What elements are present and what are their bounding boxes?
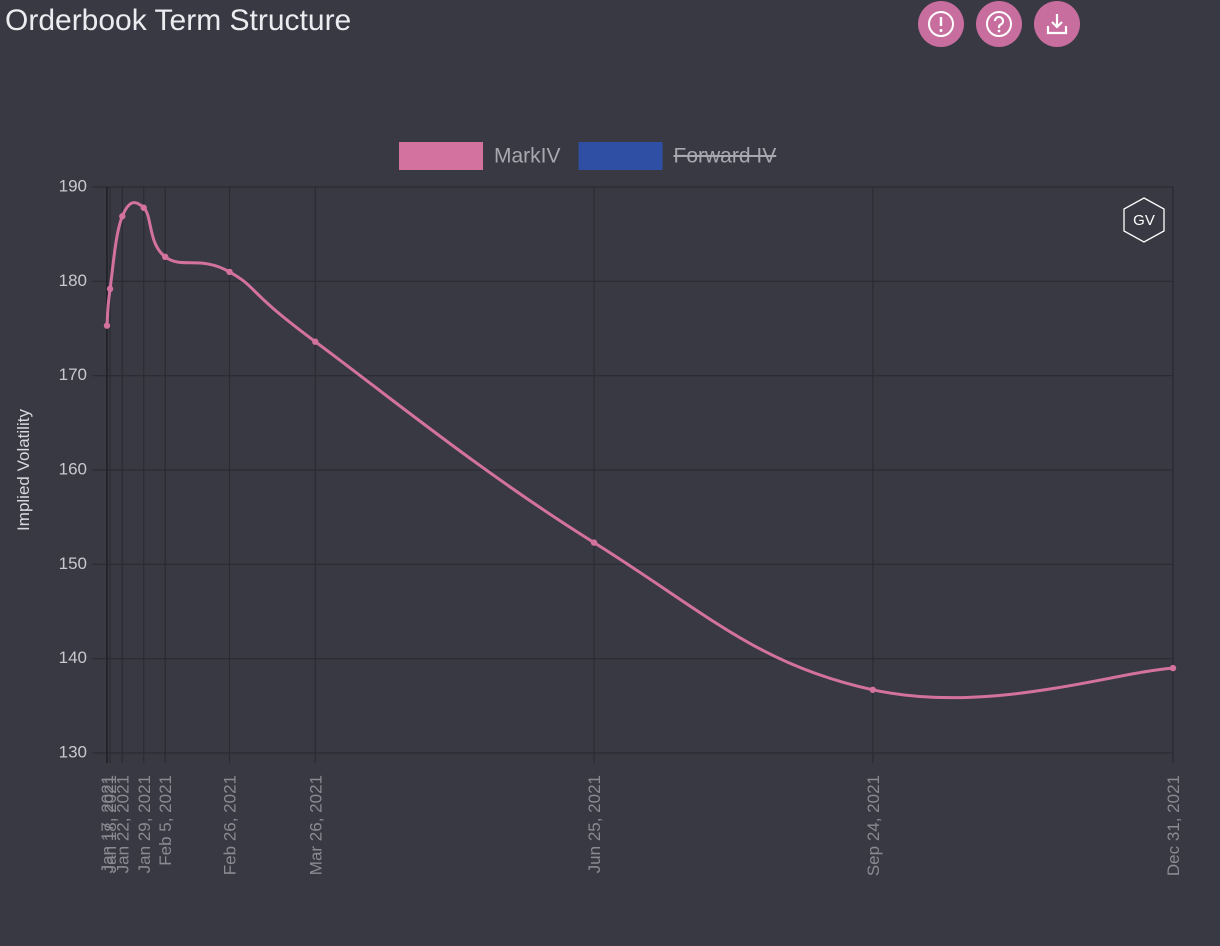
data-point <box>226 268 233 276</box>
data-point <box>869 686 877 693</box>
y-tick-label: 170 <box>59 365 87 384</box>
help-button[interactable] <box>976 1 1022 47</box>
data-point <box>119 213 126 220</box>
x-tick-label: Jan 17, 2021 <box>98 775 117 873</box>
y-tick-label: 140 <box>59 648 87 667</box>
legend-swatch <box>399 142 483 170</box>
x-tick-label: Jun 25, 2021 <box>585 775 604 873</box>
watermark-text: GV <box>1133 212 1155 229</box>
data-point <box>312 338 319 345</box>
page-title: Orderbook Term Structure <box>5 4 352 37</box>
data-point <box>103 322 111 329</box>
series-line <box>105 201 1174 700</box>
y-tick-label: 130 <box>59 742 87 761</box>
x-tick-label: Dec 31, 2021 <box>1164 775 1183 876</box>
x-tick-label: Jan 22, 2021 <box>113 775 132 873</box>
data-point <box>162 253 169 261</box>
x-tick-label: Mar 26, 2021 <box>306 775 325 875</box>
legend-swatch <box>578 142 663 170</box>
help-icon <box>986 11 1012 37</box>
info-button[interactable] <box>918 1 964 47</box>
y-tick-label: 180 <box>59 271 87 290</box>
info-icon <box>928 11 954 37</box>
y-axis-label: Implied Volatility <box>14 409 33 531</box>
data-point <box>1169 664 1177 672</box>
y-tick-label: 160 <box>59 459 87 478</box>
y-tick-label: 150 <box>59 554 87 573</box>
y-tick-label: 190 <box>59 176 87 195</box>
watermark-logo: GV <box>1123 197 1165 243</box>
download-button[interactable] <box>1034 1 1080 47</box>
legend-label: Forward IV <box>674 145 777 168</box>
x-tick-label: Feb 26, 2021 <box>221 775 240 875</box>
data-point <box>140 204 147 211</box>
data-point <box>590 539 598 546</box>
x-tick-label: Feb 5, 2021 <box>156 775 175 866</box>
x-tick-label: Jan 18, 2021 <box>101 775 120 873</box>
x-tick-label: Jan 29, 2021 <box>135 775 154 873</box>
x-tick-label: Sep 24, 2021 <box>864 775 883 876</box>
download-icon <box>1046 14 1068 35</box>
data-point <box>106 285 114 293</box>
legend-label: MarkIV <box>494 145 561 168</box>
